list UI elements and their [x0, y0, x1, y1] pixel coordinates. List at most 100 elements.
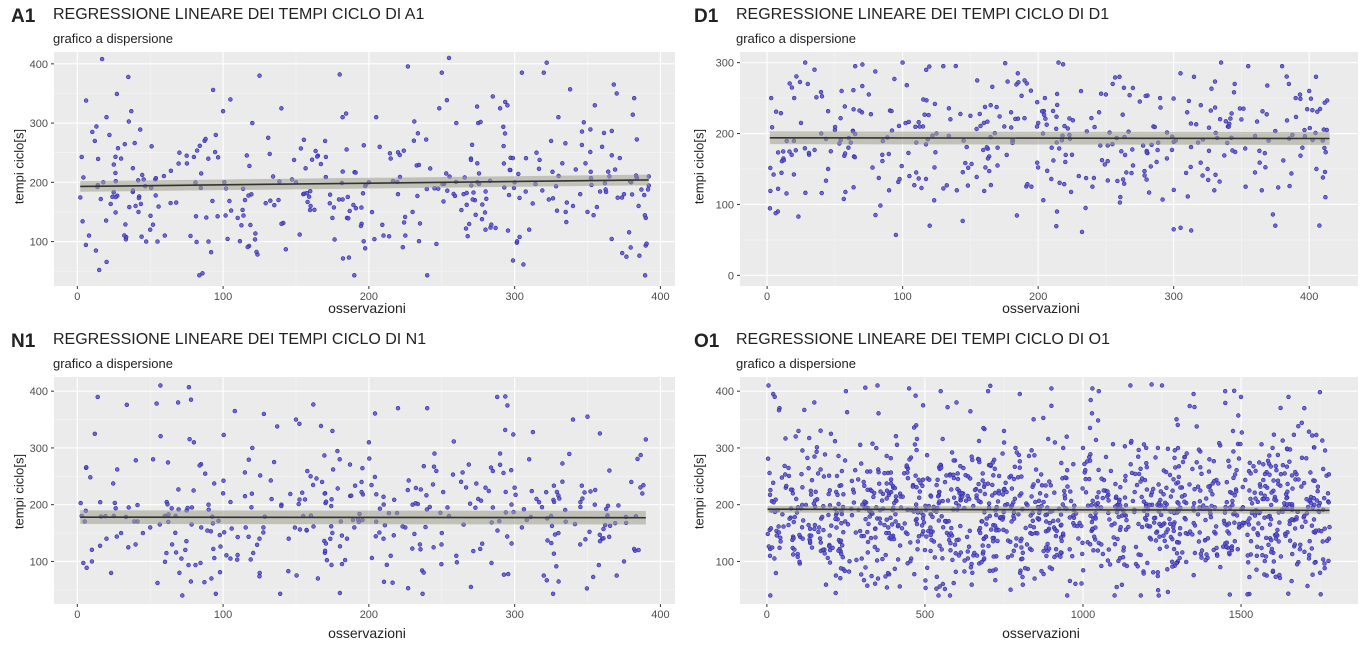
data-point [874, 558, 880, 563]
data-point [133, 203, 138, 209]
data-point [1011, 516, 1017, 521]
data-point [992, 466, 997, 472]
data-point [1053, 533, 1059, 539]
data-point [1273, 223, 1278, 228]
data-point [987, 568, 992, 574]
data-point [1268, 464, 1273, 469]
data-point [1317, 223, 1322, 228]
data-point [1011, 476, 1017, 482]
data-point [1041, 499, 1046, 505]
data-point [114, 91, 120, 97]
data-point [1312, 445, 1317, 450]
data-point [597, 431, 603, 436]
data-point [90, 129, 95, 135]
data-point [165, 460, 171, 465]
data-point [266, 135, 271, 141]
data-point [1270, 445, 1275, 451]
data-point [949, 525, 954, 531]
data-point [1163, 469, 1169, 475]
data-point [503, 489, 508, 495]
data-point [1287, 521, 1292, 527]
data-point [1298, 153, 1303, 158]
data-point [1252, 170, 1258, 175]
data-point [314, 476, 319, 481]
data-point [629, 479, 634, 485]
data-point [564, 200, 569, 205]
data-point [387, 151, 393, 156]
data-point [1237, 106, 1243, 111]
data-point [253, 231, 258, 236]
data-point [305, 468, 310, 474]
data-point [858, 442, 863, 448]
data-point [1106, 547, 1111, 552]
data-point [782, 463, 787, 469]
data-point [1310, 107, 1315, 113]
data-point [905, 561, 910, 566]
data-point [235, 534, 240, 540]
data-point [974, 174, 979, 180]
data-point [1262, 572, 1267, 577]
data-point [1275, 452, 1281, 458]
data-point [863, 517, 868, 522]
data-point [937, 543, 942, 548]
data-point [308, 474, 313, 479]
data-point [978, 530, 983, 536]
data-point [563, 141, 568, 146]
data-point [425, 405, 430, 411]
data-point [523, 156, 529, 161]
data-point [517, 195, 522, 201]
data-point [126, 119, 132, 124]
data-point [578, 504, 583, 510]
data-point [1000, 492, 1006, 497]
data-point [1176, 474, 1181, 480]
data-point [1004, 152, 1009, 158]
data-point [510, 155, 516, 161]
data-point [560, 161, 565, 166]
data-point [1233, 489, 1239, 494]
data-point [215, 155, 221, 160]
data-point [776, 524, 781, 529]
data-point [802, 407, 807, 413]
data-point [1135, 564, 1140, 569]
chart-panel-o1: 0 500 1000 1500 100 200 300 400 O1 REGRESSIONE … [683, 325, 1366, 650]
data-point [1223, 544, 1229, 550]
data-point [994, 512, 999, 518]
data-point [1035, 165, 1041, 170]
data-point [808, 533, 814, 538]
data-point [972, 487, 978, 493]
data-point [270, 174, 276, 179]
data-point [177, 150, 182, 155]
data-point [628, 245, 633, 250]
data-point [444, 171, 449, 176]
data-point [1322, 448, 1328, 453]
data-point [928, 548, 933, 554]
data-point [897, 176, 902, 182]
data-point [206, 502, 211, 507]
data-point [793, 148, 799, 153]
data-point [884, 517, 889, 522]
data-point [1120, 177, 1126, 182]
data-point [1171, 546, 1177, 552]
data-point [1251, 526, 1256, 531]
data-point [1239, 430, 1244, 435]
data-point [1302, 405, 1307, 411]
data-point [1191, 74, 1197, 80]
data-point [158, 433, 163, 439]
data-point [416, 162, 422, 168]
data-point [505, 403, 510, 408]
data-point [886, 530, 892, 536]
data-point [876, 411, 881, 416]
data-point [251, 550, 256, 556]
data-point [99, 56, 105, 62]
data-point [879, 498, 885, 503]
data-point [869, 488, 874, 494]
data-point [630, 112, 635, 117]
data-point [955, 471, 960, 476]
data-point [643, 437, 648, 442]
data-point [1300, 145, 1305, 150]
data-point [940, 556, 945, 561]
data-point [995, 163, 1000, 168]
data-point [1112, 75, 1118, 80]
data-point [800, 448, 805, 453]
data-point [1318, 592, 1323, 597]
